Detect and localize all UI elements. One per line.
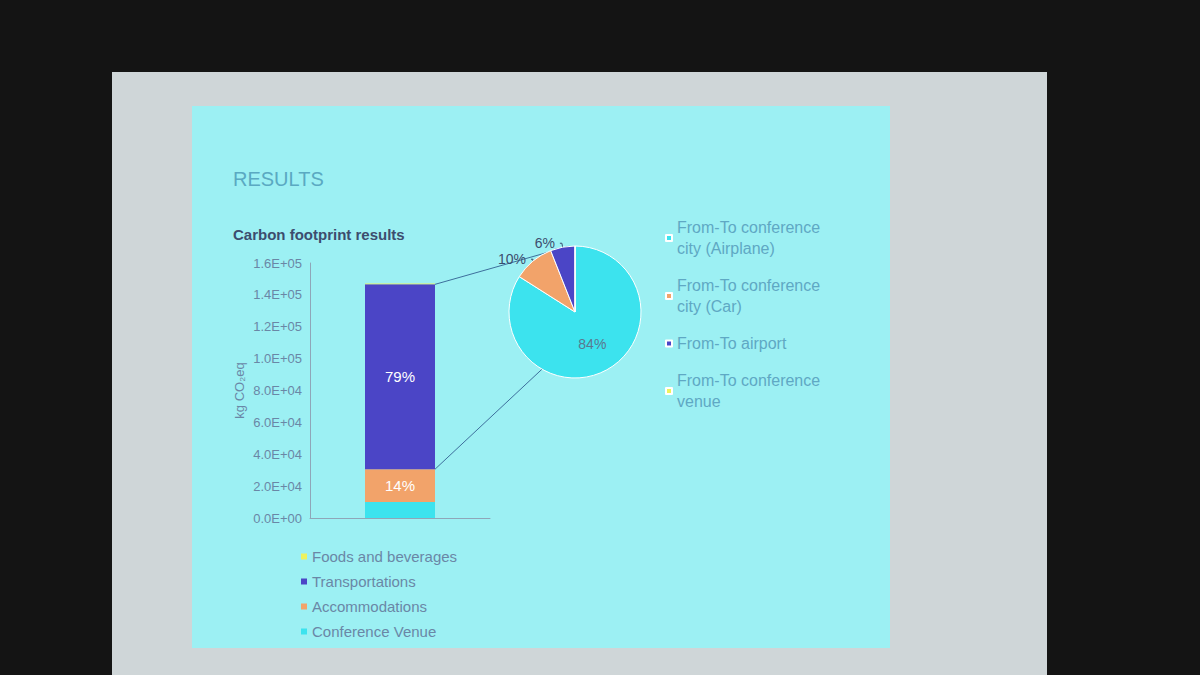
- svg-text:Foods and beverages: Foods and beverages: [312, 548, 457, 565]
- svg-text:1.0E+05: 1.0E+05: [253, 351, 302, 366]
- svg-text:14%: 14%: [385, 477, 415, 494]
- svg-text:6%: 6%: [535, 235, 555, 251]
- svg-text:4.0E+04: 4.0E+04: [253, 447, 302, 462]
- svg-text:Accommodations: Accommodations: [312, 598, 427, 615]
- svg-text:2.0E+04: 2.0E+04: [253, 479, 302, 494]
- svg-text:8.0E+04: 8.0E+04: [253, 383, 302, 398]
- svg-text:From-To conference: From-To conference: [677, 277, 820, 294]
- svg-text:1.6E+05: 1.6E+05: [253, 256, 302, 271]
- svg-text:Conference Venue: Conference Venue: [312, 623, 436, 640]
- svg-text:From-To conference: From-To conference: [677, 219, 820, 236]
- svg-text:Carbon footprint results: Carbon footprint results: [233, 226, 405, 243]
- svg-text:From-To conference: From-To conference: [677, 372, 820, 389]
- svg-text:0.0E+00: 0.0E+00: [253, 511, 302, 526]
- svg-text:RESULTS: RESULTS: [233, 168, 324, 190]
- svg-text:79%: 79%: [385, 368, 415, 385]
- svg-text:kg CO₂eq: kg CO₂eq: [232, 362, 247, 418]
- svg-text:Transportations: Transportations: [312, 573, 416, 590]
- svg-text:10%: 10%: [498, 251, 526, 267]
- svg-text:From-To airport: From-To airport: [677, 335, 787, 352]
- svg-text:venue: venue: [677, 393, 721, 410]
- svg-text:city (Airplane): city (Airplane): [677, 240, 775, 257]
- svg-text:84%: 84%: [578, 336, 606, 352]
- svg-text:6.0E+04: 6.0E+04: [253, 415, 302, 430]
- svg-text:1.2E+05: 1.2E+05: [253, 319, 302, 334]
- svg-text:1.4E+05: 1.4E+05: [253, 287, 302, 302]
- svg-text:city (Car): city (Car): [677, 298, 742, 315]
